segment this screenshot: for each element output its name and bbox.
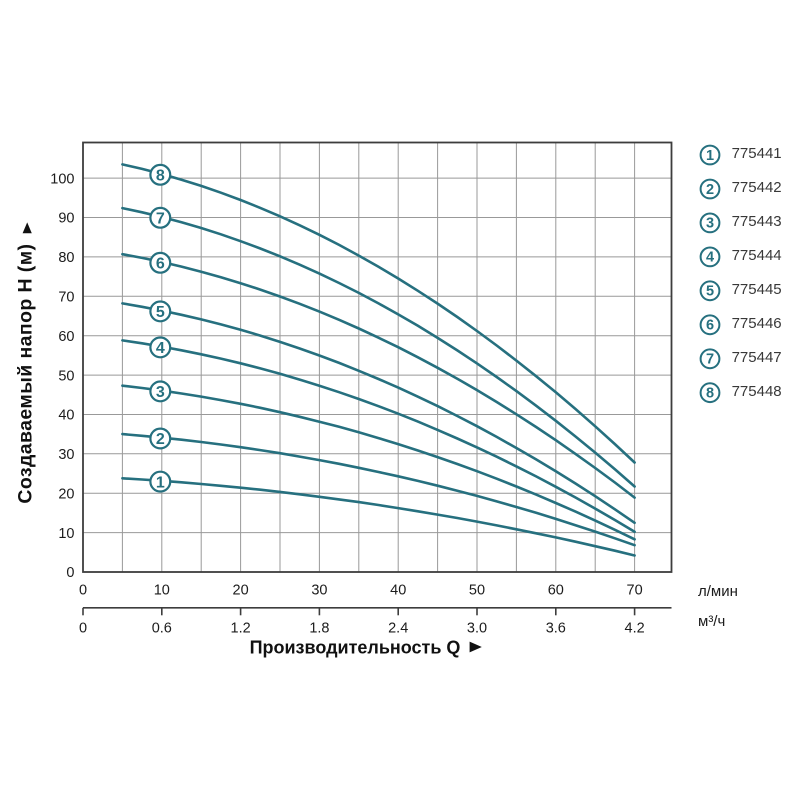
svg-text:8: 8: [706, 386, 714, 402]
svg-text:2: 2: [156, 431, 165, 448]
svg-text:1.8: 1.8: [309, 621, 329, 637]
svg-text:2: 2: [706, 182, 714, 198]
svg-text:3: 3: [706, 216, 714, 232]
svg-text:775447: 775447: [732, 349, 782, 366]
svg-text:7: 7: [156, 211, 165, 228]
svg-text:1.2: 1.2: [231, 621, 251, 637]
svg-text:775441: 775441: [732, 145, 782, 162]
svg-text:1: 1: [706, 148, 714, 164]
svg-text:Создаваемый напор H (м): Создаваемый напор H (м): [15, 244, 37, 504]
svg-text:775442: 775442: [732, 179, 782, 196]
svg-text:30: 30: [311, 582, 327, 598]
svg-text:40: 40: [390, 582, 406, 598]
svg-text:1: 1: [156, 474, 165, 491]
svg-text:4.2: 4.2: [625, 621, 645, 637]
svg-text:775445: 775445: [732, 281, 782, 298]
svg-text:6: 6: [156, 256, 165, 273]
svg-text:7: 7: [706, 352, 714, 368]
svg-text:50: 50: [58, 368, 74, 384]
svg-text:4: 4: [156, 340, 165, 357]
svg-text:60: 60: [548, 582, 564, 598]
svg-text:5: 5: [706, 284, 714, 300]
svg-text:40: 40: [58, 408, 74, 424]
svg-text:0: 0: [79, 621, 87, 637]
svg-text:3: 3: [156, 384, 165, 401]
svg-text:775448: 775448: [732, 383, 782, 400]
svg-text:0: 0: [79, 582, 87, 598]
svg-text:20: 20: [58, 486, 74, 502]
svg-text:70: 70: [627, 582, 643, 598]
svg-text:775443: 775443: [732, 213, 782, 230]
svg-text:775444: 775444: [732, 247, 782, 264]
svg-text:Производительность Q: Производительность Q: [250, 638, 461, 658]
svg-text:90: 90: [58, 211, 74, 227]
svg-text:10: 10: [58, 526, 74, 542]
svg-text:80: 80: [58, 250, 74, 266]
svg-text:м³/ч: м³/ч: [698, 613, 725, 630]
svg-text:5: 5: [156, 304, 165, 321]
svg-text:3.0: 3.0: [467, 621, 487, 637]
svg-text:4: 4: [706, 250, 714, 266]
svg-text:6: 6: [706, 318, 714, 334]
svg-text:30: 30: [58, 447, 74, 463]
svg-text:0: 0: [66, 565, 74, 581]
svg-text:2.4: 2.4: [388, 621, 408, 637]
svg-text:60: 60: [58, 329, 74, 345]
svg-text:50: 50: [469, 582, 485, 598]
svg-text:70: 70: [58, 290, 74, 306]
svg-text:0.6: 0.6: [152, 621, 172, 637]
svg-text:10: 10: [154, 582, 170, 598]
svg-text:20: 20: [233, 582, 249, 598]
svg-text:8: 8: [156, 168, 165, 185]
svg-text:775446: 775446: [732, 315, 782, 332]
svg-text:100: 100: [50, 171, 74, 187]
svg-text:3.6: 3.6: [546, 621, 566, 637]
svg-text:л/мин: л/мин: [698, 583, 738, 600]
